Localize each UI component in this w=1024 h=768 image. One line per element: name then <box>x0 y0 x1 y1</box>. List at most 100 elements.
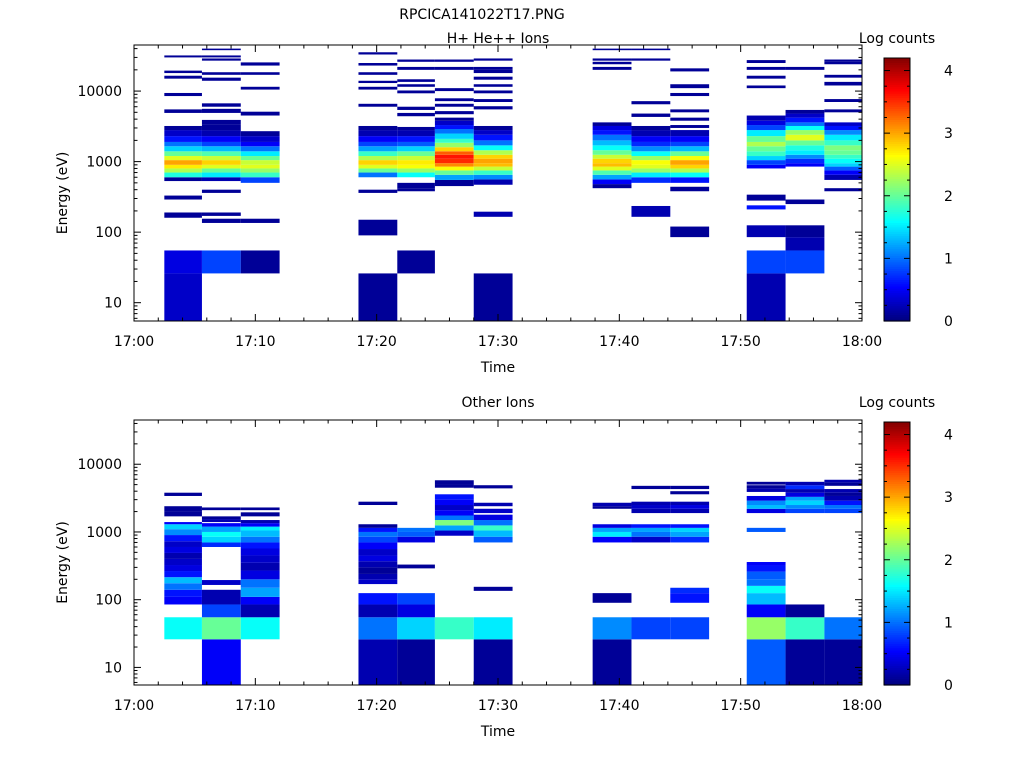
panel1-ytick-label-2: 1000 <box>86 525 122 541</box>
panel0-colorbar-step <box>884 248 910 252</box>
panel0-cell-11-4 <box>785 163 825 167</box>
panel0-cell-2-3 <box>240 172 280 178</box>
panel1-cell-0-7 <box>164 558 202 566</box>
panel1-cell-8-3 <box>631 527 671 532</box>
panel0-cell-7-6 <box>592 158 632 164</box>
panel1-colorbar-step <box>884 619 910 623</box>
panel0-cell-10-18 <box>746 66 786 70</box>
panel1-cell-5-4 <box>434 515 474 521</box>
panel0-cell-8-11 <box>631 130 671 137</box>
panel1-cell-10-10 <box>746 508 786 514</box>
panel0-cb-tick-label-0: 0 <box>944 314 953 330</box>
panel1-cell-6-4 <box>473 530 513 537</box>
panel0-cell-11-3 <box>785 199 825 205</box>
panel0-cell-4-14 <box>397 112 435 117</box>
panel1-cell-4-1 <box>397 617 435 640</box>
panel1-colorbar-step <box>884 525 910 528</box>
panel1-cell-12-7 <box>824 489 862 493</box>
panel1-cell-3-6 <box>358 567 398 574</box>
panel0-colorbar-step <box>884 294 910 298</box>
panel0-colorbar-step <box>884 145 910 149</box>
panel1-cb-tick-label-1: 1 <box>944 615 953 631</box>
panel1-cell-0-1 <box>164 596 202 605</box>
panel0-colorbar-step <box>884 125 910 129</box>
panel0-cell-2-1 <box>240 218 280 223</box>
panel1-cell-1-8 <box>201 526 241 532</box>
panel1-cell-0-16 <box>164 506 202 512</box>
panel0-cell-7-2 <box>592 174 632 180</box>
panel1-colorbar-step <box>884 658 910 662</box>
panel0-colorbar-step <box>884 143 910 147</box>
panel1-cell-5-7 <box>434 499 474 506</box>
panel0-cell-5-11 <box>434 133 474 139</box>
panel0-cell-0-19 <box>164 70 202 74</box>
panel0-colorbar-step <box>884 141 910 145</box>
panel0-colorbar-step <box>884 73 910 77</box>
panel0-colorbar-step <box>884 60 910 63</box>
panel0-cell-1-14 <box>201 130 241 137</box>
panel1-colorbar-step <box>884 652 910 655</box>
panel0-colorbar-step <box>884 75 910 79</box>
panel1-colorbar-step <box>884 549 910 552</box>
panel0-cell-6-17 <box>473 90 513 94</box>
panel0-colorbar-step <box>884 176 910 180</box>
panel0-colorbar-step <box>884 77 910 81</box>
panel0-cell-6-3 <box>473 174 513 180</box>
panel1-cell-11-8 <box>785 489 825 493</box>
panel1-cell-0-6 <box>164 565 202 572</box>
panel0-cell-11-10 <box>785 134 825 141</box>
panel0-cell-2-10 <box>240 141 280 147</box>
panel0-colorbar-step <box>884 266 910 269</box>
panel0-colorbar-step <box>884 169 910 173</box>
panel0-cell-1-7 <box>201 164 241 169</box>
panel1-cell-1-12 <box>201 507 241 511</box>
panel0-cell-0-9 <box>164 156 202 161</box>
panel1-colorbar-step <box>884 448 910 452</box>
panel0-cell-3-15 <box>358 86 398 90</box>
panel0-cell-1-3 <box>201 189 241 193</box>
panel1-cell-10-6 <box>746 571 786 580</box>
panel0-colorbar-step <box>884 244 910 248</box>
panel1-colorbar-step <box>884 562 910 566</box>
panel1-colorbar-step <box>884 568 910 572</box>
panel0-colorbar-step <box>884 68 910 72</box>
panel1-cell-3-0 <box>358 639 398 685</box>
panel1-cell-11-0 <box>785 639 825 685</box>
panel1-cell-0-9 <box>164 546 202 553</box>
panel1-cell-3-5 <box>358 573 398 580</box>
panel0-cell-5-7 <box>434 151 474 155</box>
panel0-colorbar-step <box>884 121 910 125</box>
panel1-cell-0-11 <box>164 535 202 542</box>
panel0-cell-3-3 <box>358 172 398 178</box>
panel1-cell-3-12 <box>358 531 398 537</box>
panel0-cell-6-4 <box>473 170 513 175</box>
panel0-colorbar-step <box>884 288 910 291</box>
panel0-cell-1-13 <box>201 136 241 142</box>
panel1-colorbar-step <box>884 422 910 425</box>
panel0-cell-7-11 <box>592 134 632 141</box>
panel0-cell-7-12 <box>592 130 632 135</box>
panel1-xtick-label-2: 17:20 <box>356 698 396 714</box>
panel0-colorbar-step <box>884 220 910 223</box>
panel0-cell-6-14 <box>473 125 513 131</box>
panel0-cell-1-12 <box>201 141 241 147</box>
panel1-cell-11-2 <box>785 604 825 618</box>
panel1-cell-5-0 <box>434 617 474 640</box>
panel0-colorbar-step <box>884 86 910 90</box>
panel0-colorbar-step <box>884 193 910 197</box>
panel1-cell-2-2 <box>240 596 280 605</box>
panel1-colorbar-step <box>884 588 910 592</box>
panel0-colorbar-step <box>884 274 910 278</box>
panel1-cell-11-5 <box>785 500 825 506</box>
panel1-cell-0-0 <box>164 617 202 640</box>
panel0-cell-1-15 <box>201 124 241 131</box>
panel0-colorbar-step <box>884 264 910 267</box>
panel0-cell-11-11 <box>785 130 825 135</box>
panel0-cell-2-8 <box>240 151 280 157</box>
panel1-colorbar-step <box>884 599 910 603</box>
panel0-cell-7-0 <box>592 184 632 189</box>
panel0-cell-5-15 <box>434 117 474 121</box>
panel0-cell-7-16 <box>592 61 632 65</box>
panel1-colorbar-step <box>884 522 910 526</box>
panel0-colorbar-step <box>884 207 910 210</box>
